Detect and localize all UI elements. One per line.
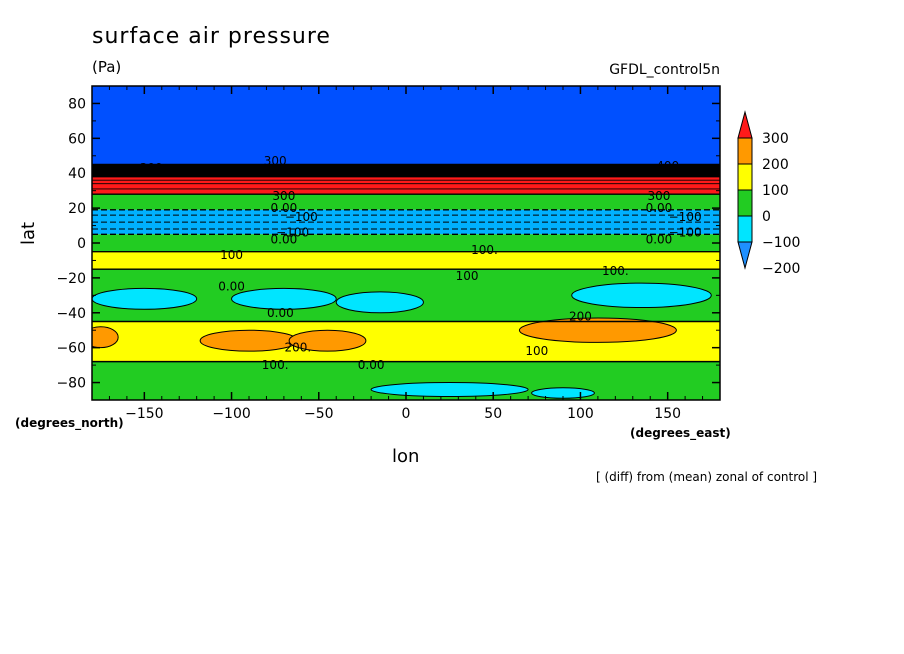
colorbar-tick-label: −200 [762, 261, 800, 277]
contour-label: 300. [628, 163, 655, 177]
colorbar-tick-label: 200 [762, 157, 789, 173]
contour-label: 100. [602, 264, 629, 278]
y-axis-unit: (degrees_north) [15, 416, 124, 430]
y-tick-label: 60 [68, 131, 86, 147]
y-tick-label: −40 [56, 306, 86, 322]
contour-label: −100 [276, 226, 309, 240]
contour-label: 200 [569, 309, 592, 323]
contour-label: 100 [525, 344, 548, 358]
field-band [92, 86, 720, 165]
x-tick-label: 100 [567, 406, 594, 422]
colorbar-tick-label: 100 [762, 183, 789, 199]
x-tick-label: 50 [484, 406, 502, 422]
colorbar-segment [737, 137, 753, 165]
contour-label: 0.00 [271, 201, 298, 215]
field-blob [370, 382, 529, 398]
colorbar-bottom-arrow [737, 241, 753, 270]
colorbar-segment [737, 215, 753, 243]
y-tick-label: 80 [68, 96, 86, 112]
contour-label: −100 [285, 210, 318, 224]
contour-label: 0.00 [218, 280, 245, 294]
contour-label: 0.00 [646, 233, 673, 247]
field-blob [518, 317, 677, 343]
y-tick-label: 20 [68, 201, 86, 217]
y-tick-label: −20 [56, 271, 86, 287]
y-tick-label: −80 [56, 376, 86, 392]
x-axis-unit: (degrees_east) [630, 426, 731, 440]
colorbar-segment [737, 163, 753, 191]
contour-label: 0.00 [267, 306, 294, 320]
contour-label: 100 [456, 269, 479, 283]
run-label: GFDL_control5n [609, 62, 720, 78]
x-tick-label: −100 [212, 406, 250, 422]
field-blob [571, 282, 712, 309]
contour-label: 400 [656, 159, 679, 173]
contour-label: 0.00 [358, 358, 385, 372]
contour-label: 300 [647, 189, 670, 203]
contour-label: 200. [284, 341, 311, 355]
y-tick-label: −60 [56, 341, 86, 357]
field-band [92, 194, 720, 210]
field-band [92, 164, 720, 177]
contour-label: 0.00 [271, 233, 298, 247]
contour-label: −100 [669, 210, 702, 224]
x-tick-label: −150 [125, 406, 163, 422]
contour-label: 100 [220, 248, 243, 262]
field-blob [92, 287, 198, 310]
colorbar-tick-label: −100 [762, 235, 800, 251]
x-tick-label: 150 [654, 406, 681, 422]
contour-label: 0.00 [646, 201, 673, 215]
field-blob [288, 329, 367, 352]
colorbar-tick-label: 0 [762, 209, 771, 225]
contour-label: 300 [272, 189, 295, 203]
contour-label: −100 [669, 226, 702, 240]
contour-label: 100. [471, 243, 498, 257]
field-band [92, 251, 720, 270]
field-band [92, 176, 720, 195]
field-blob [335, 291, 424, 314]
colorbar-top-arrow [737, 110, 753, 139]
chart-note: [ (diff) from (mean) zonal of control ] [596, 470, 818, 484]
field-band [92, 234, 720, 252]
colorbar-tick-label: 300 [762, 131, 789, 147]
contour-label: 100. [262, 358, 289, 372]
x-axis-label: lon [392, 446, 420, 467]
chart-units: (Pa) [92, 58, 122, 76]
field-blob [92, 326, 119, 349]
contour-label: 300 [264, 154, 287, 168]
contour-label: 300. [140, 161, 167, 175]
field-blob [231, 287, 337, 310]
colorbar-segment [737, 189, 753, 217]
x-tick-label: 0 [402, 406, 411, 422]
chart-title: surface air pressure [92, 24, 331, 49]
field-blob [199, 329, 299, 352]
y-tick-label: 0 [77, 236, 86, 252]
y-tick-label: 40 [68, 166, 86, 182]
x-tick-label: −50 [304, 406, 334, 422]
contour-label: 300. [271, 163, 298, 177]
